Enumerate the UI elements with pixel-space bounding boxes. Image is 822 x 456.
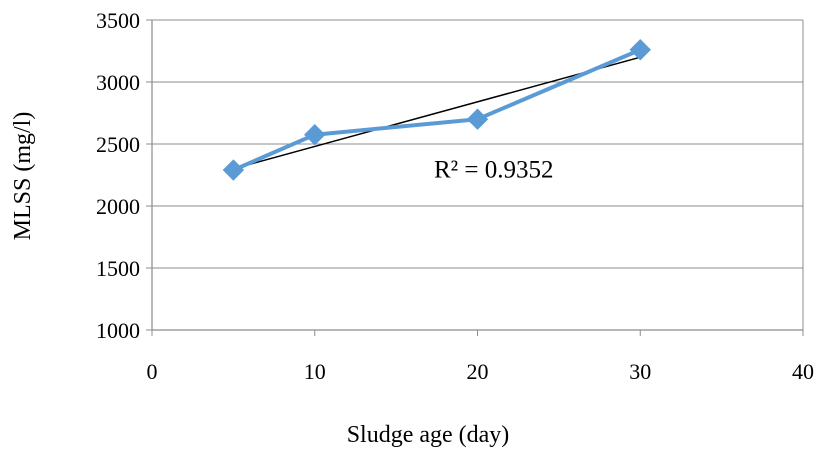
- x-tick-label: 0: [147, 359, 158, 384]
- y-tick-label: 1000: [96, 318, 140, 343]
- x-tick-label: 40: [792, 359, 814, 384]
- x-tick-label: 10: [304, 359, 326, 384]
- y-tick-label: 2500: [96, 132, 140, 157]
- trendline-group: [233, 56, 641, 170]
- trendline: [233, 56, 641, 170]
- data-point: [629, 39, 651, 61]
- x-tick-label: 30: [629, 359, 651, 384]
- data-point: [222, 159, 245, 181]
- data-point: [466, 108, 489, 130]
- gridlines: [152, 19, 804, 330]
- series-line: [231, 47, 643, 173]
- series-group: [222, 39, 651, 181]
- x-tick-label: 20: [467, 359, 489, 384]
- r-squared-label: R² = 0.9352: [434, 156, 554, 183]
- x-axis-title: Sludge age (day): [347, 422, 510, 448]
- y-tick-label: 3500: [96, 8, 140, 33]
- y-axis-title: MLSS (mg/l): [10, 112, 36, 241]
- axes: [146, 19, 804, 336]
- tick-labels: 1000 1500 2000 2500 3000 3500 0 10 20 30 40: [96, 8, 814, 384]
- y-tick-label: 3000: [96, 70, 140, 95]
- annotations: R² = 0.9352: [434, 156, 554, 183]
- data-point: [304, 123, 326, 146]
- y-tick-label: 2000: [96, 194, 140, 219]
- y-tick-label: 1500: [96, 256, 140, 281]
